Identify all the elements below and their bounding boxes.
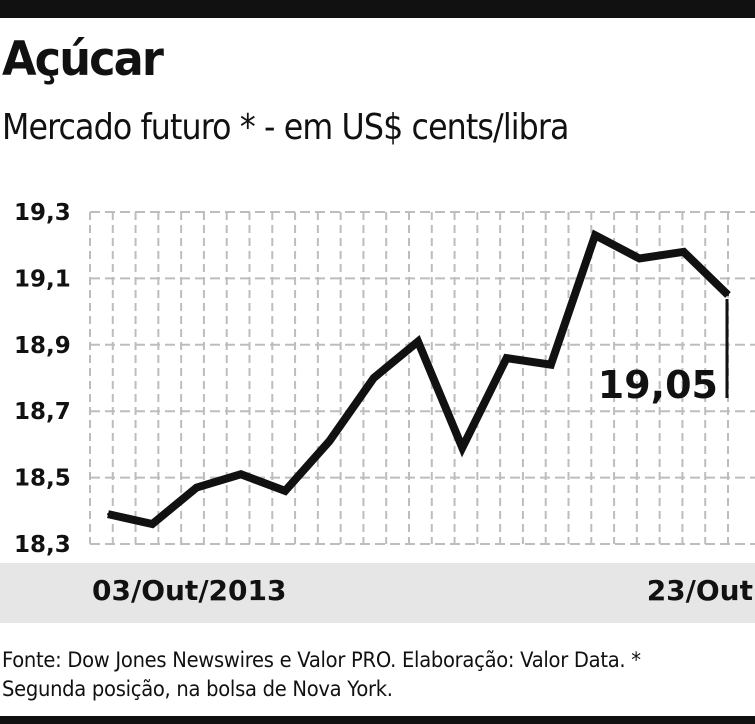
source-note: Fonte: Dow Jones Newswires e Valor PRO. … — [2, 648, 641, 701]
data-point — [151, 523, 154, 526]
final-value-label: 19,05 — [598, 363, 718, 407]
data-point — [594, 234, 597, 237]
chart-grid — [89, 211, 755, 545]
data-point — [107, 513, 109, 516]
series-group: 19,05 — [107, 229, 731, 529]
data-point — [638, 257, 641, 260]
data-point — [372, 377, 375, 379]
data-point — [505, 357, 508, 360]
y-axis-ticks: 19,3 19,1 18,9 18,7 18,5 18,3 — [14, 200, 71, 558]
bottom-border-bar — [0, 716, 755, 724]
data-point — [549, 363, 552, 366]
top-border-bar — [0, 0, 755, 18]
y-tick-label: 19,1 — [14, 266, 71, 292]
x-axis-band — [0, 563, 755, 623]
data-point — [727, 294, 729, 296]
line-chart: 19,3 19,1 18,9 18,7 18,5 18,3 19,05 — [14, 200, 755, 558]
data-point — [284, 489, 287, 492]
y-tick-label: 18,9 — [14, 333, 71, 359]
x-axis-start-label: 03/Out/2013 — [92, 574, 287, 607]
y-tick-label: 18,7 — [14, 399, 71, 425]
y-tick-label: 19,3 — [14, 200, 71, 226]
chart-title: Açúcar — [2, 32, 164, 87]
chart-subtitle: Mercado futuro * - em US$ cents/libra — [2, 107, 569, 148]
data-point — [328, 440, 331, 443]
data-point — [417, 340, 419, 343]
data-point — [195, 486, 198, 489]
x-axis-end-label: 23/Out — [646, 574, 753, 607]
y-tick-label: 18,3 — [14, 532, 71, 558]
y-tick-label: 18,5 — [14, 466, 71, 492]
data-point — [461, 446, 464, 449]
data-point — [682, 250, 685, 253]
data-point — [239, 473, 242, 476]
